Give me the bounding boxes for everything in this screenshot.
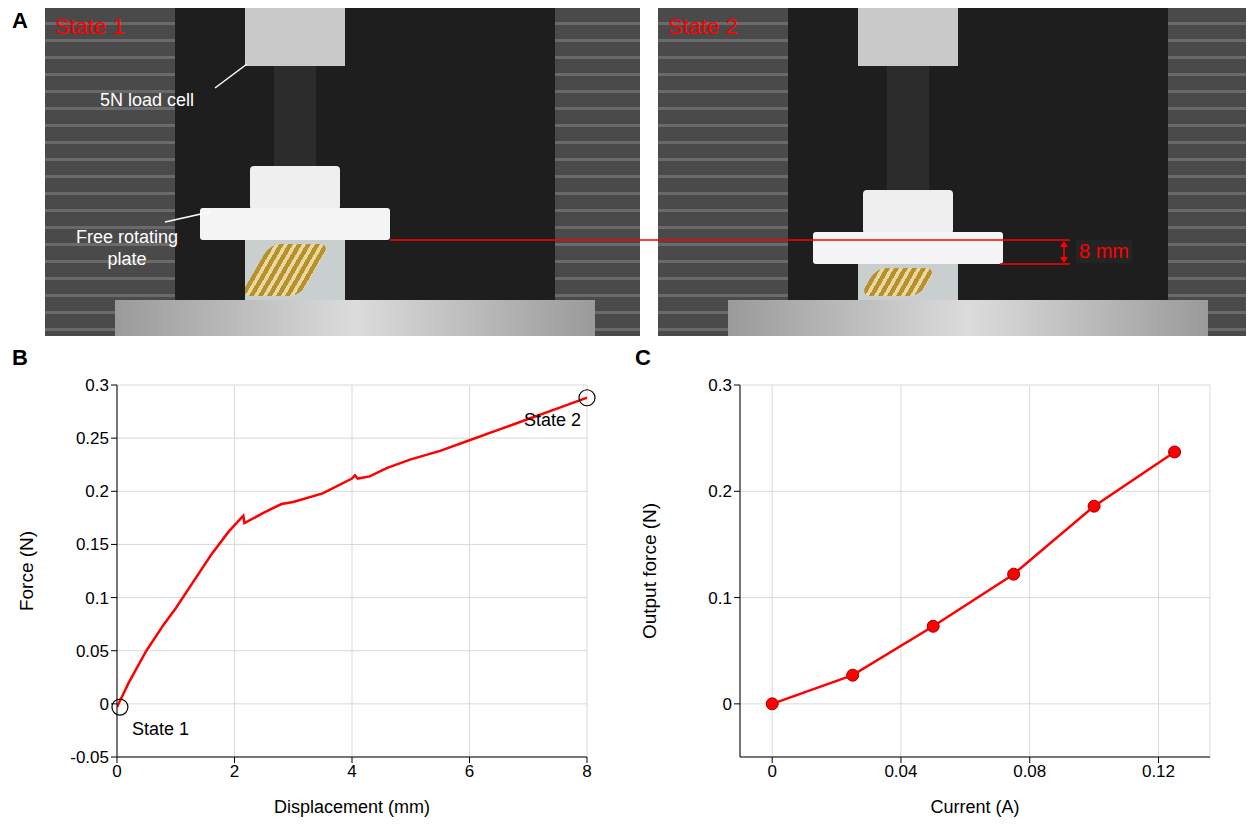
svg-text:State 1: State 1 bbox=[132, 719, 189, 739]
svg-text:Output force (N): Output force (N) bbox=[639, 503, 660, 639]
svg-text:Current (A): Current (A) bbox=[930, 797, 1019, 817]
svg-text:0: 0 bbox=[112, 762, 121, 781]
html-text:State 2: State 2 bbox=[668, 14, 738, 39]
svg-text:0.08: 0.08 bbox=[1013, 762, 1046, 781]
svg-text:8: 8 bbox=[582, 762, 591, 781]
svg-text:6: 6 bbox=[465, 762, 474, 781]
html-text:State 1: State 1 bbox=[55, 14, 125, 39]
svg-text:0.05: 0.05 bbox=[76, 642, 109, 661]
svg-text:0.2: 0.2 bbox=[708, 482, 732, 501]
svg-text:2: 2 bbox=[230, 762, 239, 781]
html-text:C: C bbox=[635, 345, 651, 370]
html-text:8 mm: 8 mm bbox=[1079, 240, 1129, 262]
svg-text:0: 0 bbox=[100, 695, 109, 714]
svg-text:0.2: 0.2 bbox=[85, 482, 109, 501]
html-text:Free rotating plate: Free rotating plate bbox=[76, 227, 178, 269]
svg-text:0: 0 bbox=[723, 695, 732, 714]
svg-text:0.1: 0.1 bbox=[85, 589, 109, 608]
html-text:A: A bbox=[12, 8, 28, 33]
svg-text:4: 4 bbox=[347, 762, 356, 781]
svg-text:0.25: 0.25 bbox=[76, 429, 109, 448]
svg-text:State 2: State 2 bbox=[524, 410, 581, 430]
svg-text:Displacement (mm): Displacement (mm) bbox=[274, 797, 430, 817]
svg-text:0.04: 0.04 bbox=[884, 762, 917, 781]
svg-text:0: 0 bbox=[767, 762, 776, 781]
svg-text:0.12: 0.12 bbox=[1142, 762, 1175, 781]
svg-text:0.15: 0.15 bbox=[76, 535, 109, 554]
svg-text:0.1: 0.1 bbox=[708, 589, 732, 608]
svg-text:0.3: 0.3 bbox=[708, 376, 732, 395]
svg-text:0.3: 0.3 bbox=[85, 376, 109, 395]
html-text:5N load cell: 5N load cell bbox=[100, 90, 195, 110]
svg-text:-0.05: -0.05 bbox=[70, 748, 109, 767]
svg-text:Force (N): Force (N) bbox=[16, 531, 37, 611]
html-text:B: B bbox=[12, 345, 28, 370]
